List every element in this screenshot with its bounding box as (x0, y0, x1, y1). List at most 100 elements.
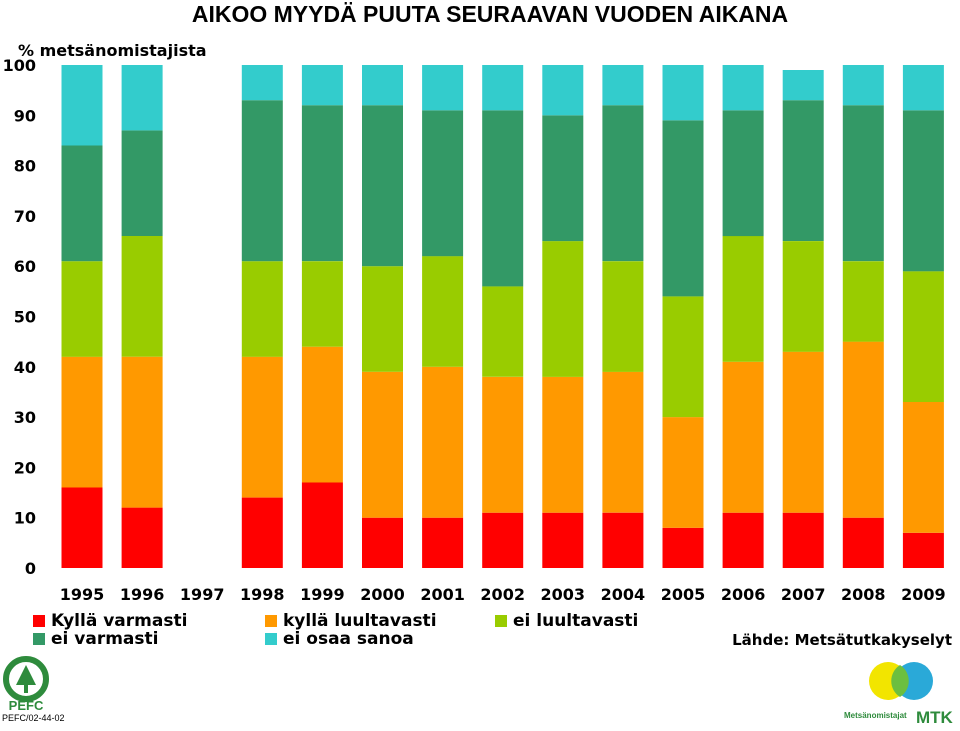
bar-segment (602, 65, 644, 106)
bar-segment (362, 65, 403, 106)
bar-segment (722, 236, 764, 362)
y-tick-label: 50 (14, 308, 36, 327)
x-tick-label: 2000 (360, 585, 405, 604)
source-note: Lähde: Metsätutkakyselyt (732, 631, 952, 649)
x-tick-label: 2002 (480, 585, 525, 604)
bar-segment (241, 261, 283, 357)
bar-segment (782, 351, 824, 513)
x-tick-label: 2008 (841, 585, 886, 604)
bar-segment (482, 512, 524, 568)
y-tick-label: 0 (25, 559, 36, 578)
bar-segment (422, 65, 464, 111)
x-axis-ticks: 1995 1996 1997 1998 1999 2000 2001 2002 2003 2004… (60, 585, 946, 604)
bar-segment (842, 517, 884, 568)
bar-segment (301, 105, 343, 262)
bar-segment (542, 115, 584, 242)
bar-segment (362, 105, 403, 267)
pefc-logo: PEFC (3, 656, 49, 713)
bar-segment (902, 532, 944, 568)
bar-segment (241, 497, 283, 568)
bar-segment (482, 286, 524, 377)
bar-segment (602, 261, 644, 372)
bar-segment (782, 241, 824, 352)
bar-segment (301, 346, 343, 483)
y-tick-label: 30 (14, 408, 36, 427)
bar-segment (662, 65, 704, 121)
bar-segment (782, 100, 824, 241)
bar-segment (241, 100, 283, 262)
bar-segment (842, 261, 884, 342)
y-tick-label: 40 (14, 358, 36, 377)
x-tick-label: 2005 (661, 585, 706, 604)
bar-segment (301, 65, 343, 106)
bar-segment (662, 120, 704, 297)
legend-label: ei varmasti (51, 629, 159, 649)
bar-segment (121, 507, 163, 568)
x-tick-label: 1996 (120, 585, 165, 604)
mtk-logo-big-text: MTK (916, 708, 954, 727)
bar-segment (542, 241, 584, 377)
bar-segment (121, 356, 163, 508)
bar-segment (542, 512, 584, 568)
bar-segment (422, 517, 464, 568)
x-tick-label: 1999 (300, 585, 345, 604)
x-tick-label: 2004 (601, 585, 646, 604)
legend-item: Kyllä varmasti (33, 611, 187, 631)
bar-segment (362, 371, 403, 518)
mtk-logo-small-text: Metsänomistajat (844, 711, 907, 720)
bar-segment (842, 65, 884, 106)
bar-segment (121, 236, 163, 357)
bar-segment (241, 356, 283, 498)
bar-segment (902, 110, 944, 272)
legend-swatch (495, 615, 507, 627)
bar-segment (782, 70, 824, 101)
x-tick-label: 2009 (901, 585, 946, 604)
bar-segment (422, 366, 464, 518)
bar-segment (722, 65, 764, 111)
legend-label: ei osaa sanoa (283, 629, 414, 649)
bar-segment (482, 65, 524, 111)
bar-segment (602, 105, 644, 262)
x-tick-label: 2001 (420, 585, 465, 604)
bar-segment (722, 361, 764, 513)
mtk-logo: Metsänomistajat MTK (844, 662, 954, 727)
y-tick-label: 60 (14, 257, 36, 276)
bar-segment (482, 110, 524, 287)
bars (61, 65, 944, 568)
bar-segment (662, 527, 704, 568)
bar-segment (61, 356, 103, 488)
bar-segment (482, 376, 524, 513)
bar-segment (121, 65, 163, 131)
legend-swatch (33, 633, 45, 645)
bar-segment (662, 417, 704, 528)
legend-label: Kyllä varmasti (51, 611, 188, 631)
y-tick-label: 20 (14, 458, 36, 477)
bar-segment (722, 512, 764, 568)
y-tick-label: 80 (14, 157, 36, 176)
bar-segment (422, 110, 464, 257)
legend-label: ei luultavasti (513, 611, 639, 631)
x-tick-label: 1995 (60, 585, 105, 604)
legend-item: ei varmasti (33, 629, 158, 649)
bar-segment (422, 256, 464, 367)
bar-segment (902, 65, 944, 111)
bar-segment (842, 341, 884, 518)
legend-item: kyllä luultavasti (265, 611, 437, 631)
legend-swatch (265, 615, 277, 627)
y-tick-label: 90 (14, 106, 36, 125)
bar-segment (241, 65, 283, 101)
legend-swatch (33, 615, 45, 627)
bar-segment (842, 105, 884, 262)
y-tick-label: 100 (3, 56, 36, 75)
bar-segment (301, 482, 343, 568)
bar-segment (602, 371, 644, 513)
y-axis-label: % metsänomistajista (18, 41, 207, 60)
bar-segment (61, 487, 103, 568)
legend-label: kyllä luultavasti (283, 611, 437, 631)
x-tick-label: 2007 (781, 585, 826, 604)
pefc-logo-text: PEFC (9, 698, 44, 713)
bar-segment (61, 65, 103, 146)
y-tick-label: 70 (14, 207, 36, 226)
bar-segment (662, 296, 704, 418)
